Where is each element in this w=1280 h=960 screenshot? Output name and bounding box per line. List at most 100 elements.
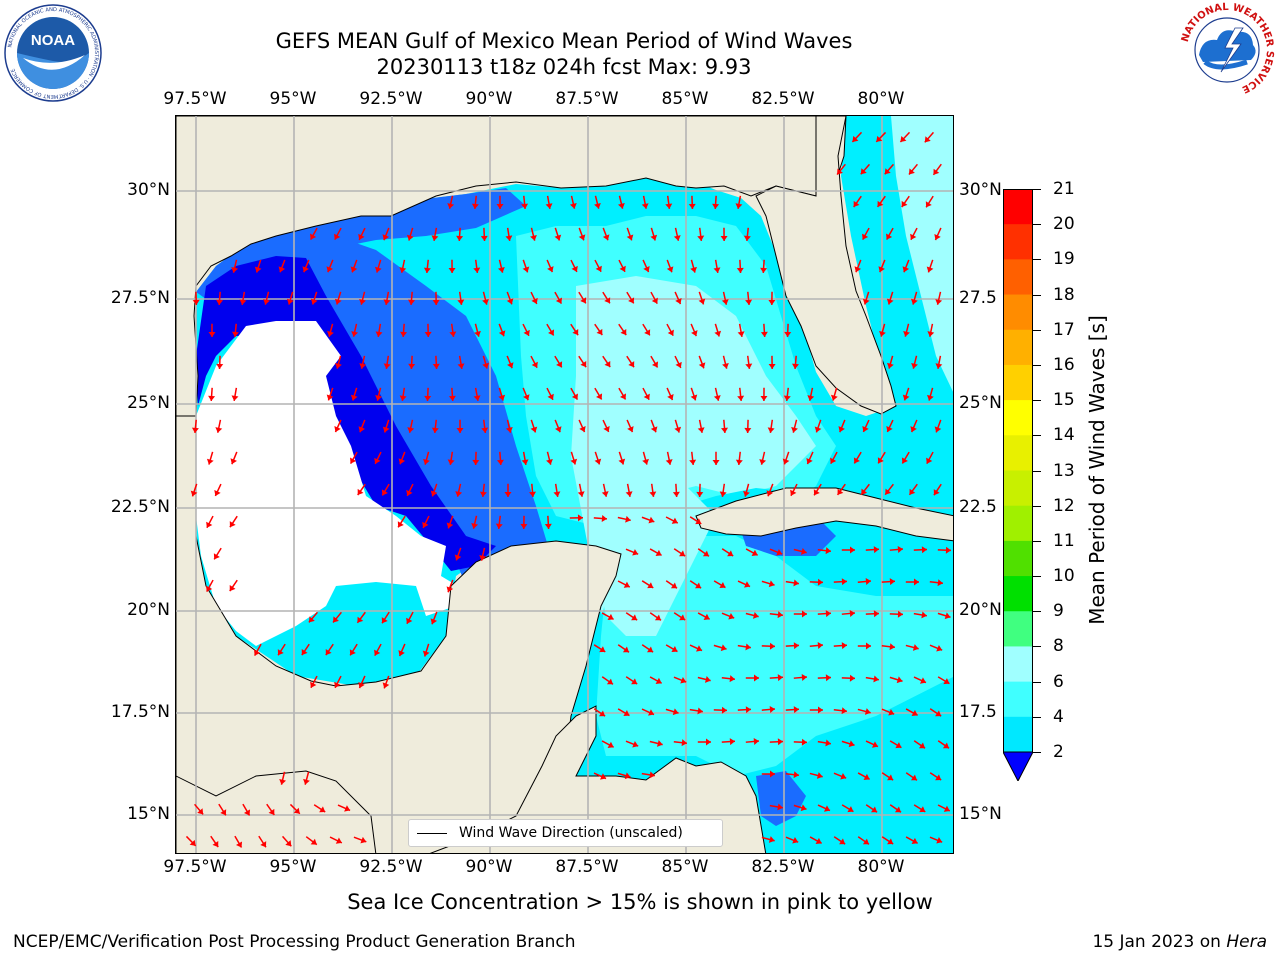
wind-arrow-head <box>873 546 879 554</box>
wind-arrow-head <box>624 772 631 780</box>
wind-arrow-head <box>702 550 710 557</box>
wind-arrow <box>554 419 562 433</box>
wind-arrow-head <box>650 426 658 433</box>
colorbar-segment <box>1003 400 1033 436</box>
wind-arrow-head <box>374 266 382 273</box>
wind-arrow <box>431 419 439 434</box>
wind-arrow-head <box>397 521 404 528</box>
wind-arrow <box>910 227 918 241</box>
wind-arrow-head <box>374 457 381 464</box>
wind-arrow-head <box>913 578 919 586</box>
wind-arrow-head <box>860 168 867 175</box>
wind-arrow-head <box>897 610 903 618</box>
wind-arrow <box>601 612 614 621</box>
wind-arrow-head <box>886 425 893 432</box>
wind-arrow-head <box>722 362 729 369</box>
wind-arrow <box>769 738 784 746</box>
wind-arrow-head <box>673 235 681 241</box>
wind-arrow-head <box>358 682 365 689</box>
wind-arrow <box>783 387 791 402</box>
wind-arrow <box>593 644 606 653</box>
wind-arrow-head <box>743 490 750 497</box>
nws-logo: NATIONAL WEATHER SERVICE <box>1180 2 1275 97</box>
wind-arrow <box>530 419 538 433</box>
wind-arrow-head <box>838 426 845 433</box>
wind-arrow-head <box>577 514 583 522</box>
wind-arrow <box>618 195 625 209</box>
wind-arrow-head <box>473 267 481 273</box>
wind-arrow <box>745 548 759 556</box>
wind-arrow-head <box>847 806 854 813</box>
wind-arrow-head <box>895 742 902 749</box>
wind-arrow-head <box>801 673 807 681</box>
wind-arrow-head <box>911 362 918 369</box>
wind-arrow-head <box>215 427 223 433</box>
wind-arrow <box>793 548 807 555</box>
wind-arrow <box>879 323 886 337</box>
wind-arrow-head <box>745 706 751 714</box>
lat-tick-label: 20°N <box>127 600 170 620</box>
wind-arrow-head <box>455 491 463 497</box>
wind-arrow-head <box>344 805 351 812</box>
wind-arrow <box>350 387 358 401</box>
wind-arrow-head <box>667 329 674 336</box>
wind-arrow-head <box>909 488 916 495</box>
wind-arrow <box>496 451 504 466</box>
wind-arrow-head <box>878 266 885 273</box>
wind-arrow <box>769 611 784 619</box>
map-panel[interactable] <box>175 115 954 854</box>
wind-arrow <box>713 706 728 714</box>
wind-arrow-head <box>688 203 696 209</box>
wind-arrow-head <box>424 331 432 337</box>
wind-arrow <box>397 515 406 528</box>
wind-arrow <box>790 483 798 497</box>
lon-tick-label: 82.5°W <box>751 89 815 109</box>
wind-arrow <box>530 355 538 369</box>
colorbar-extend-triangle <box>1003 751 1033 781</box>
wind-arrow <box>471 515 479 529</box>
wind-arrow-head <box>239 299 247 305</box>
band-8-9-center <box>571 276 816 656</box>
wind-arrow <box>530 227 537 241</box>
wind-arrow-head <box>825 547 831 555</box>
wind-arrow-head <box>793 579 799 587</box>
wind-arrow <box>910 419 918 433</box>
wind-arrow <box>857 708 871 715</box>
colorbar-segment <box>1003 435 1033 471</box>
colorbar-segment <box>1003 505 1033 542</box>
colorbar-tick-label: 9 <box>1053 601 1064 622</box>
wind-arrow <box>329 836 343 844</box>
wind-arrow-head <box>504 491 512 497</box>
lat-tick-label-right: 30°N <box>959 180 1002 200</box>
wind-arrow-head <box>382 234 390 241</box>
wind-arrow-head <box>873 675 879 683</box>
wind-arrow <box>472 451 480 466</box>
wind-arrow-head <box>697 427 705 433</box>
wind-arrow-head <box>889 643 895 651</box>
wind-arrow <box>593 708 606 717</box>
wind-arrow-head <box>623 581 630 588</box>
wind-arrow <box>601 483 609 497</box>
wind-arrow-head <box>745 643 751 651</box>
wind-arrow-head <box>814 426 822 433</box>
wind-arrow-head <box>671 646 678 653</box>
wind-arrow <box>841 609 856 617</box>
wind-arrow <box>302 259 310 273</box>
wind-arrow-head <box>497 267 505 273</box>
wind-arrow <box>447 195 455 209</box>
wind-arrow-head <box>849 609 855 617</box>
wind-arrow <box>865 546 880 554</box>
wind-arrow-head <box>807 395 815 401</box>
wind-arrow-head <box>607 741 614 748</box>
wind-arrow-head <box>671 517 678 524</box>
wind-arrow-head <box>769 770 775 778</box>
wind-arrow <box>713 387 721 401</box>
wind-arrow-head <box>849 546 855 554</box>
wind-arrow-head <box>887 838 894 845</box>
wind-arrow <box>335 355 342 369</box>
wind-arrow <box>626 355 635 368</box>
wind-arrow-head <box>601 515 607 522</box>
wind-arrow-head <box>360 836 367 844</box>
wind-arrow <box>617 708 630 717</box>
wind-arrow-head <box>359 363 367 369</box>
